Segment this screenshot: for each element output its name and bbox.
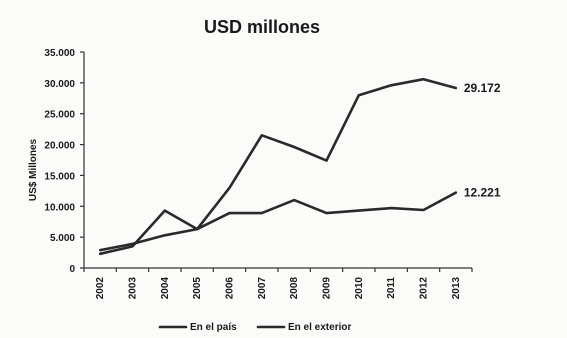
y-tick-label: 5.000 <box>50 233 75 244</box>
y-tick-label: 30.000 <box>44 79 75 90</box>
x-tick-label: 2003 <box>128 277 139 300</box>
legend-label-0: En el país <box>190 322 237 333</box>
legend-label-1: En el exterior <box>288 322 351 333</box>
chart-title: USD millones <box>204 17 320 37</box>
series-line-0 <box>98 191 458 252</box>
x-tick-label: 2009 <box>322 277 333 300</box>
axes <box>83 52 472 269</box>
series-group <box>98 77 458 256</box>
series-line-1 <box>98 77 458 256</box>
end-value-label-1: 29.172 <box>464 81 501 95</box>
y-tick-label: 25.000 <box>44 110 75 121</box>
x-tick-label: 2002 <box>95 277 106 300</box>
x-tick-label: 2012 <box>419 277 430 300</box>
x-tick-label: 2005 <box>192 277 203 300</box>
x-tick-label: 2004 <box>160 277 171 300</box>
x-tick-label: 2013 <box>451 277 462 300</box>
x-tick-label: 2007 <box>257 277 268 300</box>
x-axis-ticks: 2002 2003 2004 2005 2006 2007 2008 2009 2010 2011… <box>83 268 473 300</box>
x-tick-label: 2006 <box>225 277 236 300</box>
y-tick-label: 35.000 <box>44 48 75 59</box>
y-tick-label: 20.000 <box>44 141 75 152</box>
y-axis-label: US$ Millones <box>28 138 39 201</box>
y-axis-ticks: 0 5.000 10.000 15.000 20.000 25.000 30.000 35.0… <box>44 48 84 275</box>
end-labels: 12.221 29.172 <box>464 81 501 200</box>
end-value-label-0: 12.221 <box>464 186 501 200</box>
y-tick-label: 10.000 <box>44 202 75 213</box>
legend: En el país En el exterior <box>158 322 351 333</box>
y-tick-label: 15.000 <box>44 171 75 182</box>
x-tick-label: 2008 <box>289 277 300 300</box>
x-tick-label: 2011 <box>386 277 397 299</box>
x-tick-label: 2010 <box>354 277 365 300</box>
y-tick-label: 0 <box>69 264 75 275</box>
